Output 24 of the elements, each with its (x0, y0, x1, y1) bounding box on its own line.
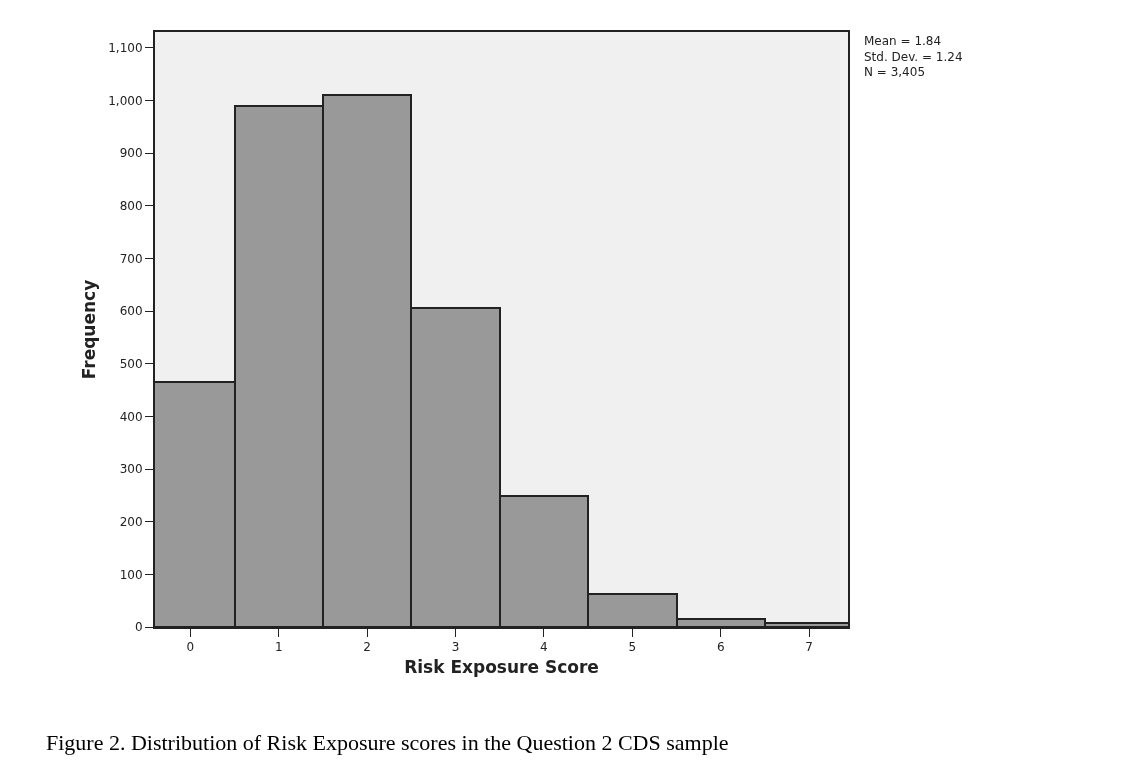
y-tick-label: 100 (119, 567, 143, 582)
y-tick-label: 1,000 (108, 93, 143, 108)
caption: Figure 2. Distribution of Risk Exposure scores in the Question 2 CDS sample (46, 730, 729, 755)
text: Mean = 1.84 Std. Dev. = 1.24 N = 3,405 (864, 34, 963, 80)
y-tick-label: 800 (119, 198, 143, 213)
y-tick-label: 300 (119, 462, 143, 477)
x-tick-label: 2 (363, 640, 371, 655)
x-tick-label: 6 (716, 640, 725, 655)
y-axis-title: Frequency (79, 279, 100, 380)
x-tick-label: 5 (628, 640, 637, 655)
y-tick-label: 200 (119, 514, 143, 529)
x-tick-label: 4 (540, 640, 548, 655)
y-tick-label: 500 (119, 356, 143, 371)
y-tick-label: 1,100 (108, 41, 143, 55)
y-tick-label: 900 (119, 146, 143, 161)
x-tick-label: 1 (274, 640, 283, 655)
x-tick-label: 7 (805, 640, 813, 655)
x-axis-title: Risk Exposure Score (404, 657, 599, 678)
x-tick-label: 3 (451, 640, 460, 655)
y-tick-label: 600 (119, 304, 143, 319)
y-tick-label: 0 (134, 620, 143, 635)
y-tick-label: 400 (119, 409, 143, 424)
x-tick-label: 0 (186, 640, 195, 655)
y-tick-label: 700 (119, 251, 143, 266)
